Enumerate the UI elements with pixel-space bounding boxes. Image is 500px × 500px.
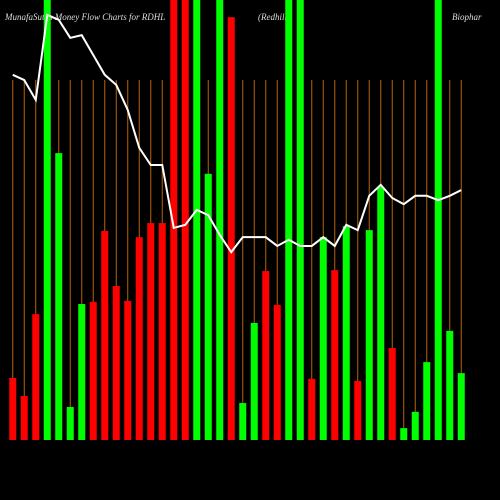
bar bbox=[9, 377, 17, 440]
bar bbox=[89, 301, 97, 440]
bar bbox=[365, 230, 373, 440]
bar bbox=[262, 271, 270, 440]
bar bbox=[55, 153, 63, 440]
bar bbox=[296, 0, 304, 440]
bar bbox=[227, 17, 235, 440]
bar bbox=[170, 0, 178, 440]
bar bbox=[354, 381, 362, 440]
bar bbox=[147, 223, 155, 440]
bar bbox=[411, 411, 419, 440]
bar bbox=[204, 173, 212, 441]
bar bbox=[331, 270, 339, 440]
bar bbox=[446, 330, 454, 440]
bar bbox=[158, 223, 166, 440]
bar bbox=[319, 237, 327, 440]
bar bbox=[239, 403, 247, 440]
bar bbox=[457, 373, 465, 440]
bar bbox=[101, 231, 109, 440]
bar bbox=[250, 322, 258, 440]
bar bbox=[20, 396, 28, 440]
bar bbox=[193, 0, 201, 440]
bar bbox=[400, 428, 408, 440]
bar bbox=[135, 237, 143, 440]
bar bbox=[342, 226, 350, 440]
bar bbox=[308, 378, 316, 440]
bar bbox=[43, 0, 51, 440]
bar bbox=[388, 348, 396, 440]
bar bbox=[66, 407, 74, 440]
bar bbox=[124, 300, 132, 440]
chart-title: MunafaSutra Money Flow Charts for RDHL bbox=[4, 12, 165, 22]
bar bbox=[112, 286, 120, 440]
bar bbox=[216, 0, 224, 440]
bar bbox=[434, 0, 442, 440]
bar bbox=[285, 0, 293, 440]
bar bbox=[78, 304, 86, 440]
bar bbox=[181, 0, 189, 440]
bar bbox=[32, 314, 40, 440]
chart-title: (Redhill bbox=[258, 12, 287, 22]
bar bbox=[377, 187, 385, 440]
line bbox=[12, 13, 462, 254]
bar bbox=[273, 304, 281, 440]
chart-title: Biophar bbox=[452, 12, 482, 22]
bar bbox=[423, 362, 431, 440]
